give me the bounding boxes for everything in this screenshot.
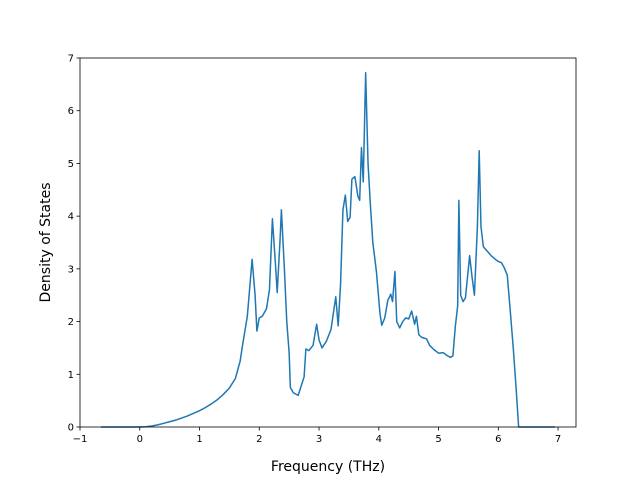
x-tick-label: 6 (495, 434, 501, 445)
x-tick-label: 3 (316, 434, 322, 445)
y-tick-label: 7 (68, 54, 74, 65)
y-tick-label: 6 (68, 106, 74, 117)
y-axis-label: Density of States (38, 183, 54, 303)
y-tick-label: 1 (68, 370, 74, 381)
y-axis-ticks: 0 1 2 3 4 5 6 7 (68, 54, 80, 434)
x-tick-label: 7 (555, 434, 561, 445)
x-tick-label: 2 (256, 434, 262, 445)
y-tick-label: 0 (68, 423, 74, 434)
x-tick-label: 4 (376, 434, 382, 445)
x-tick-label: 0 (137, 434, 143, 445)
x-axis-ticks: −1 0 1 2 3 4 5 6 7 (73, 427, 561, 445)
plot-area (100, 72, 556, 428)
y-tick-label: 4 (68, 212, 74, 223)
dos-line (100, 72, 556, 428)
x-tick-label: −1 (73, 434, 88, 445)
x-axis-label: Frequency (THz) (271, 459, 385, 475)
y-tick-label: 2 (68, 317, 74, 328)
y-tick-label: 5 (68, 159, 74, 170)
x-tick-label: 1 (196, 434, 202, 445)
axes-frame (79, 57, 577, 428)
x-tick-label: 5 (435, 434, 441, 445)
y-tick-label: 3 (68, 264, 74, 275)
